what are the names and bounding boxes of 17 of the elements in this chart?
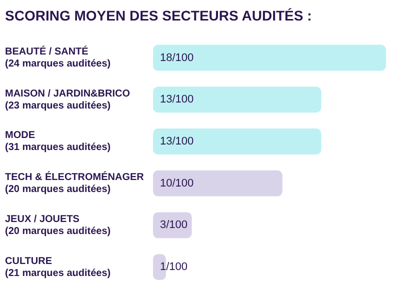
y-tick-label: BEAUTÉ / SANTÉ (24 marques auditées) <box>5 45 111 70</box>
bar <box>153 86 322 113</box>
data-label: 1/100 <box>160 261 188 274</box>
data-label: 13/100 <box>160 94 194 106</box>
y-tick-label: CULTURE (21 marques auditées) <box>5 256 111 279</box>
data-label: 13/100 <box>160 136 194 148</box>
bar <box>153 170 282 196</box>
data-label: 18/100 <box>160 52 194 64</box>
y-tick-label: TECH & ÉLECTROMÉNAGER (20 marques auditées) <box>5 171 145 196</box>
y-tick-label: MODE (31 marques auditées) <box>5 130 111 154</box>
chart-title: SCORING MOYEN DES SECTEURS AUDITÉS : <box>5 7 312 24</box>
data-label: 10/100 <box>160 177 194 190</box>
bar <box>153 128 322 154</box>
y-tick-label: MAISON / JARDIN&BRICO (23 marques auditées) <box>5 88 130 112</box>
bar <box>153 44 386 71</box>
y-tick-label: JEUX / JOUETS (20 marques auditées) <box>5 214 111 237</box>
data-label: 3/100 <box>160 219 188 232</box>
